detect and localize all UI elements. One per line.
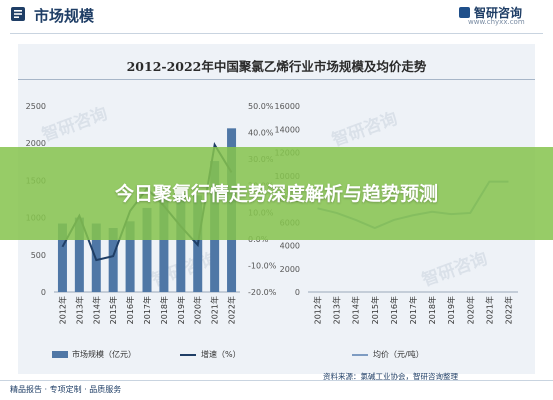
x-tick-label: 2015年: [108, 296, 118, 324]
chart-title-divider: [18, 79, 535, 80]
x-tick-label: 2021年: [484, 296, 494, 324]
brand-icon: [459, 7, 470, 18]
price-y-tick-label: 14000: [275, 125, 300, 134]
market-size-bar: [74, 217, 84, 292]
legend-swatch-growth: [180, 354, 196, 356]
left-y-tick-label: 500: [31, 251, 46, 260]
right-y-tick-label: -20.0%: [248, 288, 277, 297]
x-tick-label: 2019年: [446, 296, 456, 324]
left-y-tick-label: 2000: [26, 139, 46, 148]
footer-divider: [0, 380, 553, 381]
x-tick-label: 2022年: [503, 296, 513, 324]
x-tick-label: 2021年: [210, 296, 220, 324]
x-tick-label: 2018年: [159, 296, 169, 324]
price-y-tick-label: 4000: [280, 242, 300, 251]
headline-text: 今日聚氯行情走势深度解析与趋势预测: [114, 182, 438, 205]
left-y-tick-label: 2500: [26, 102, 46, 111]
chart-title: 2012-2022年中国聚氯乙烯行业市场规模及均价走势: [126, 59, 427, 74]
document-icon: [11, 7, 25, 21]
x-tick-label: 2014年: [91, 296, 101, 324]
right-y-tick-label: -10.0%: [248, 261, 277, 270]
x-tick-label: 2016年: [125, 296, 135, 324]
x-tick-label: 2012年: [313, 296, 323, 324]
footer-source: 资料来源：氯碱工业协会，智研咨询整理: [323, 372, 458, 381]
legend-swatch-market-size: [52, 351, 68, 358]
x-tick-label: 2018年: [427, 296, 437, 324]
x-tick-label: 2017年: [408, 296, 418, 324]
brand-name: 智研咨询: [474, 6, 523, 20]
market-size-bar: [125, 221, 135, 292]
left-y-tick-label: 0: [41, 288, 46, 297]
market-size-bar: [108, 228, 118, 292]
price-y-tick-label: 16000: [275, 102, 300, 111]
right-y-tick-label: 50.0%: [248, 102, 274, 111]
header-divider: [10, 33, 543, 34]
x-tick-label: 2015年: [370, 296, 380, 324]
x-tick-label: 2013年: [332, 296, 342, 324]
legend-label-market-size: 市场规模（亿元）: [72, 350, 136, 359]
headline-banner: 今日聚氯行情走势深度解析与趋势预测: [0, 147, 553, 240]
price-y-tick-label: 2000: [280, 265, 300, 274]
legend-label-price: 均价（元/吨）: [373, 350, 424, 359]
brand-logo: 智研咨询: [459, 4, 522, 21]
x-tick-label: 2013年: [74, 296, 84, 324]
market-size-bar: [176, 193, 186, 292]
legend-swatch-price: [352, 354, 368, 356]
market-size-bar: [57, 223, 67, 292]
x-tick-label: 2017年: [142, 296, 152, 324]
x-tick-label: 2020年: [465, 296, 475, 324]
header-bar: 市场规模 智研咨询 www.chyxx.com: [0, 0, 553, 30]
x-tick-label: 2016年: [389, 296, 399, 324]
right-y-tick-label: 40.0%: [248, 129, 274, 138]
market-size-bar: [159, 197, 169, 292]
x-tick-label: 2022年: [227, 296, 237, 324]
x-tick-label: 2012年: [57, 296, 67, 324]
page-title: 市场规模: [34, 7, 95, 25]
footer-slogan: 精品报告 · 专项定制 · 品质服务: [10, 385, 122, 394]
legend-label-growth: 增速（%）: [201, 350, 241, 359]
brand-site: www.chyxx.com: [468, 18, 525, 26]
x-tick-label: 2014年: [351, 296, 361, 324]
market-size-bar: [142, 207, 152, 292]
x-tick-label: 2019年: [176, 296, 186, 324]
x-tick-label: 2020年: [193, 296, 203, 324]
price-y-tick-label: 0: [295, 288, 300, 297]
